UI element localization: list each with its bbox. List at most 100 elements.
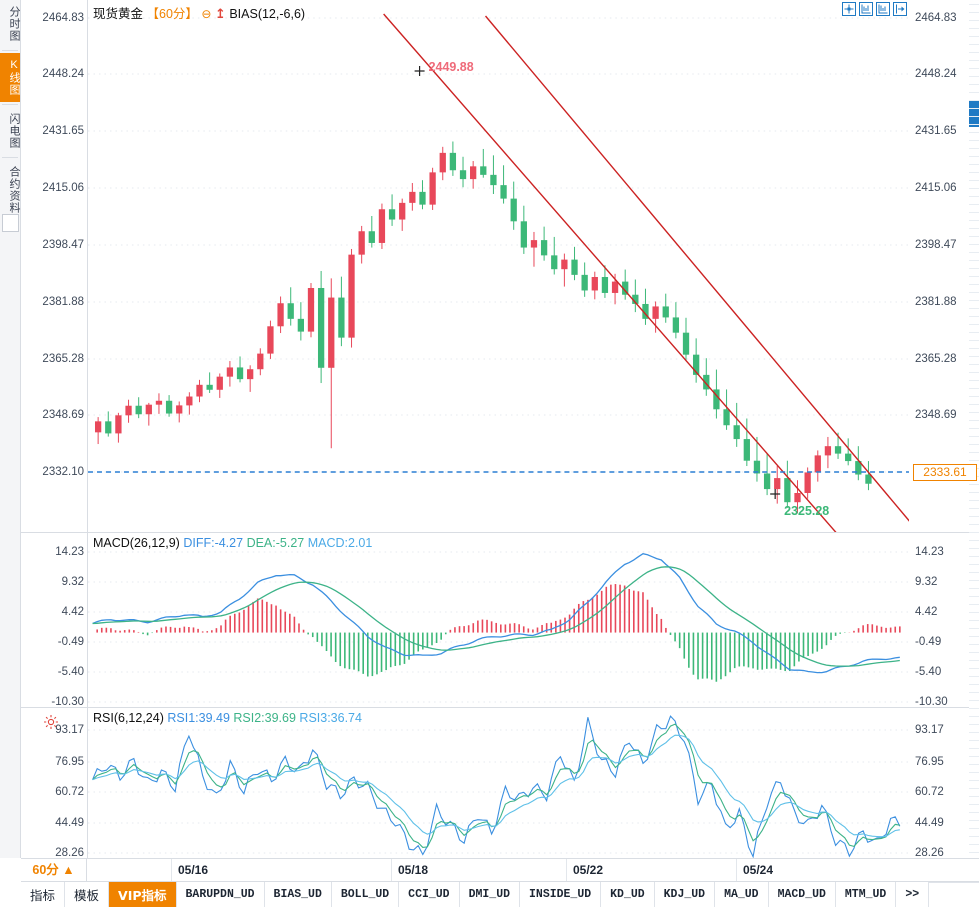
scrollbar-tick: [969, 516, 979, 517]
scrollbar-tick: [969, 428, 979, 429]
price-pane-header: 现货黄金 【60分】 ⊖ ↥ BIAS(12,-6,6): [93, 3, 305, 22]
toolbar-ma-ud[interactable]: MA_UD: [715, 882, 769, 907]
macd-pane-header: MACD(26,12,9) DIFF:-4.27 DEA:-5.27 MACD:…: [93, 536, 372, 550]
scrollbar-tick: [969, 180, 979, 181]
settings-gear-icon[interactable]: [43, 714, 59, 730]
toolbar-boll-ud[interactable]: BOLL_UD: [332, 882, 400, 907]
scrollbar-tick: [969, 772, 979, 773]
vertical-scrollbar[interactable]: [969, 0, 979, 858]
price-tick: 2464.83: [42, 12, 84, 24]
scrollbar-tick: [969, 460, 979, 461]
up-arrow-icon[interactable]: ↥: [214, 6, 226, 21]
macd-histogram: [96, 584, 901, 682]
scrollbar-tick: [969, 132, 979, 133]
rsi2-value: RSI2:39.69: [233, 711, 296, 725]
rsi-axis-left: 93.17 76.95 60.72 44.49 28.26: [21, 708, 87, 859]
rsi-tick: 44.49: [55, 817, 84, 829]
scrollbar-tick: [969, 540, 979, 541]
toolbar-more[interactable]: >>: [896, 882, 930, 907]
price-plot[interactable]: 2449.88 2325.28: [87, 0, 909, 532]
rsi-tick: 60.72: [55, 786, 84, 798]
sidebar-item-kline-chart[interactable]: K线图: [0, 53, 20, 102]
scrollbar-tick: [969, 276, 979, 277]
toolbar-bias-ud[interactable]: BIAS_UD: [265, 882, 332, 907]
scrollbar-tick: [969, 212, 979, 213]
rsi1-value: RSI1:39.49: [167, 711, 230, 725]
gridlines: [88, 729, 909, 854]
toolbar-indicators[interactable]: 指标: [21, 882, 66, 907]
x-axis-separator: [566, 859, 567, 881]
macd-diff-value: DIFF:-4.27: [183, 536, 244, 550]
scrollbar-tick: [969, 44, 979, 45]
scrollbar-tick: [969, 748, 979, 749]
scrollbar-tick: [969, 84, 979, 85]
toolbar-barupdn-ud[interactable]: BARUPDN_UD: [177, 882, 265, 907]
rsi-tick: 28.26: [55, 847, 84, 859]
crosshair-icon[interactable]: ⊖: [201, 7, 212, 21]
last-price-tag[interactable]: 2333.61: [913, 464, 977, 481]
sidebar-item-lightning-chart[interactable]: 闪电图: [0, 107, 20, 155]
scrollbar-tick: [969, 804, 979, 805]
scrollbar-tick: [969, 532, 979, 533]
timeframe-badge[interactable]: 60分 ▲: [21, 859, 87, 881]
rsi2-line: [92, 723, 900, 848]
sidebar-item-contract-info[interactable]: 合约资料: [0, 160, 20, 220]
scrollbar-tick: [969, 100, 979, 101]
price-tick: 2398.47: [42, 239, 84, 251]
chart-jump-latest-icon[interactable]: [893, 2, 907, 16]
scrollbar-tick: [969, 228, 979, 229]
scrollbar-thumb[interactable]: [969, 100, 979, 127]
scrollbar-tick: [969, 148, 979, 149]
bias-indicator-label: BIAS(12,-6,6): [229, 7, 306, 21]
sidebar-item-time-chart[interactable]: 分时图: [0, 0, 20, 48]
macd-plot[interactable]: [87, 533, 909, 708]
scrollbar-tick: [969, 12, 979, 13]
scrollbar-tick: [969, 620, 979, 621]
scrollbar-tick: [969, 68, 979, 69]
macd-dea-line: [92, 566, 900, 667]
price-tick: 2398.47: [915, 239, 957, 251]
toolbar-kdj-ud[interactable]: KDJ_UD: [655, 882, 716, 907]
scrollbar-tick: [969, 92, 979, 93]
rsi-tick: 76.95: [55, 756, 84, 768]
scrollbar-tick: [969, 684, 979, 685]
price-tick: 2381.88: [42, 296, 84, 308]
toolbar-templates[interactable]: 模板: [65, 882, 110, 907]
macd-tick: 14.23: [915, 546, 944, 558]
price-tick: 2348.69: [915, 409, 957, 421]
price-plot-svg: 2449.88 2325.28: [88, 13, 909, 532]
scrollbar-tick: [969, 364, 979, 365]
scrollbar-tick: [969, 356, 979, 357]
scrollbar-tick: [969, 852, 979, 853]
scrollbar-tick: [969, 196, 979, 197]
price-tick: 2431.65: [42, 125, 84, 137]
chart-left-align-icon[interactable]: [859, 2, 873, 16]
scrollbar-tick: [969, 492, 979, 493]
scrollbar-tick: [969, 676, 979, 677]
scrollbar-tick: [969, 628, 979, 629]
toolbar-mtm-ud[interactable]: MTM_UD: [836, 882, 897, 907]
price-tick: 2464.83: [915, 12, 957, 24]
scrollbar-tick: [969, 268, 979, 269]
scrollbar-tick: [969, 436, 979, 437]
scrollbar-tick: [969, 700, 979, 701]
scrollbar-tick: [969, 36, 979, 37]
toolbar-dmi-ud[interactable]: DMI_UD: [460, 882, 521, 907]
rsi-tick: 76.95: [915, 756, 944, 768]
macd-tick: -5.40: [915, 666, 942, 678]
scrollbar-tick: [969, 612, 979, 613]
rsi-title: RSI(6,12,24): [93, 711, 164, 725]
toolbar-cci-ud[interactable]: CCI_UD: [399, 882, 460, 907]
high-marker: [414, 66, 425, 76]
scrollbar-tick: [969, 260, 979, 261]
toolbar-vip-indicators[interactable]: VIP指标: [109, 882, 177, 907]
sidebar-item-label: 闪电图: [8, 113, 20, 149]
sidebar-blank-box[interactable]: [2, 214, 19, 232]
crosshair-move-icon[interactable]: [842, 2, 856, 16]
toolbar-kd-ud[interactable]: KD_UD: [601, 882, 655, 907]
toolbar-macd-ud[interactable]: MACD_UD: [769, 882, 836, 907]
rsi-plot[interactable]: [87, 708, 909, 859]
toolbar-inside-ud[interactable]: INSIDE_UD: [520, 882, 602, 907]
chart-right-align-icon[interactable]: [876, 2, 890, 16]
